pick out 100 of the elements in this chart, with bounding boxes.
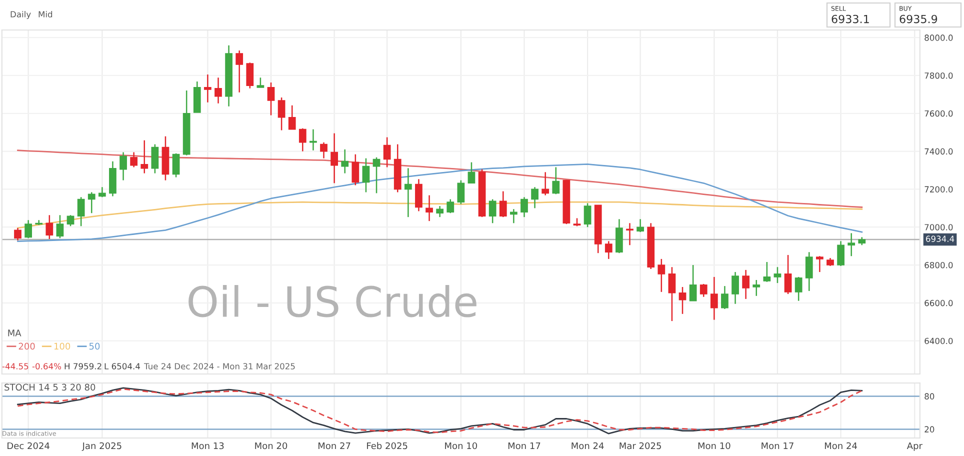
candlestick (214, 76, 222, 104)
candlestick (151, 144, 159, 174)
candlestick (446, 198, 454, 214)
candlestick (415, 178, 422, 212)
candlestick (742, 269, 750, 300)
candlestick (710, 276, 718, 320)
candlestick (46, 214, 54, 240)
candlestick (341, 148, 349, 174)
candlestick (848, 232, 856, 257)
candlestick (320, 142, 328, 159)
candlestick (404, 168, 412, 218)
legend-label: 100 (54, 342, 70, 350)
candlestick (246, 62, 254, 89)
candlestick (267, 82, 275, 116)
candlestick (542, 172, 550, 196)
y-tick-label: 80 (924, 393, 934, 400)
x-tick-label: Mon 10 (698, 442, 730, 450)
candlestick (584, 202, 592, 228)
legend-label: 50 (89, 342, 100, 350)
candlestick (816, 255, 824, 273)
y-tick-label: 7600.0 (924, 110, 953, 117)
x-tick-label: Mon 10 (445, 442, 478, 450)
y-tick-label: 6600.0 (924, 300, 953, 306)
candlestick (298, 128, 306, 152)
annotation: H 7959.2 (64, 363, 102, 370)
legend-title: MA (8, 330, 22, 336)
x-tick-label: Mon 17 (762, 442, 794, 450)
candlestick (278, 96, 286, 131)
candlestick (362, 158, 370, 193)
candlestick (56, 214, 64, 239)
legend-label: 200 (18, 342, 35, 350)
candlestick (256, 76, 264, 88)
candlestick (700, 283, 708, 298)
candlestick (678, 286, 686, 315)
candlestick (805, 252, 813, 292)
x-tick-label: Dec 2024 (8, 442, 50, 450)
y-tick-label: 6800.0 (924, 262, 953, 268)
candlestick (372, 156, 380, 194)
candlestick (689, 264, 697, 302)
annotation: -0.64% (32, 363, 62, 370)
x-tick-label: Mon 20 (255, 442, 288, 450)
candlestick (66, 214, 74, 227)
candlestick (604, 240, 612, 260)
candlestick (120, 152, 127, 181)
candlestick (98, 186, 106, 198)
candlestick (626, 222, 634, 246)
x-tick-label: Mon 27 (318, 442, 350, 450)
candlestick (531, 186, 538, 209)
candlestick (488, 198, 496, 224)
line-series (17, 163, 863, 242)
candlestick (288, 104, 296, 130)
text: Oil - US Crude (188, 285, 476, 318)
y-tick-label: 7800.0 (924, 72, 953, 79)
candlestick (552, 166, 560, 195)
x-tick-label: Mon 24 (572, 442, 604, 450)
candlestick (457, 180, 465, 205)
candlestick (752, 279, 760, 297)
candlestick (520, 196, 528, 218)
y-tick-label: 7000.0 (924, 224, 953, 230)
candlestick (784, 254, 792, 295)
ref-line-label: 6934.4 (926, 236, 954, 242)
x-tick-label: Mar 2025 (620, 442, 661, 450)
candlestick (14, 227, 22, 242)
annotation: Tue 24 Dec 2024 - Mon 31 Mar 2025 (144, 363, 295, 370)
y-tick-label: 6400.0 (924, 338, 953, 344)
candlestick (732, 271, 739, 304)
candlestick (352, 154, 360, 186)
candlestick (774, 266, 782, 284)
candlestick (77, 196, 85, 227)
candlestick (794, 276, 802, 302)
annotation: -44.55 (2, 363, 28, 370)
y-tick-label: 7200.0 (924, 186, 953, 192)
candlestick (88, 192, 96, 214)
y-tick-label: 7400.0 (924, 148, 953, 155)
candlestick (236, 50, 244, 93)
candlestick (837, 240, 844, 267)
annotation: STOCH 14 5 3 20 80 (4, 384, 96, 391)
candlestick (383, 136, 391, 168)
x-tick-label: Mon 13 (192, 442, 224, 450)
candlestick (636, 218, 644, 233)
y-tick-label: 8000.0 (924, 34, 953, 41)
candlestick (130, 152, 138, 168)
candlestick (668, 266, 676, 322)
candlestick (426, 194, 433, 222)
x-tick-label: Jan 2025 (82, 442, 122, 451)
y-tick-label: 20 (924, 426, 934, 432)
candlestick (204, 74, 212, 104)
text: Daily (10, 10, 31, 20)
candlestick (499, 190, 507, 218)
text: Mid (38, 10, 52, 18)
annotation: L 6504.4 (104, 363, 140, 370)
x-tick-label: Apr (906, 442, 922, 451)
x-tick-label: Feb 2025 (367, 442, 408, 450)
candlestick (468, 162, 476, 184)
candlestick (436, 205, 444, 218)
text: 6933.1 (832, 14, 869, 24)
candlestick (24, 219, 32, 239)
candlestick (658, 258, 666, 293)
x-tick-label: Mon 17 (508, 442, 540, 450)
candlestick (172, 152, 180, 178)
